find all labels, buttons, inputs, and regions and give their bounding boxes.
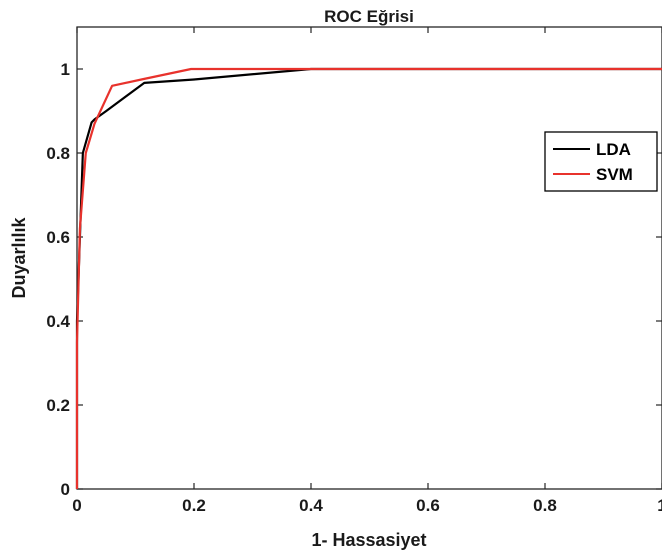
plot-area [76, 26, 662, 490]
x-tick-label: 0 [72, 496, 81, 515]
legend-label-svm: SVM [596, 165, 633, 184]
x-tick-label: 1 [657, 496, 662, 515]
series-line-svm [75, 67, 662, 489]
plot-frame [76, 26, 662, 490]
x-tick-label: 0.6 [416, 496, 440, 515]
x-tick-label: 0.2 [182, 496, 206, 515]
y-tick-label: 0.8 [46, 144, 70, 163]
y-tick-label: 0.4 [46, 312, 70, 331]
y-tick-label: 1 [61, 60, 70, 79]
y-tick-label: 0.2 [46, 396, 70, 415]
y-axis-title: Duyarlılık [9, 216, 29, 298]
y-tick-label: 0.6 [46, 228, 70, 247]
x-axis-ticks: 0 0.2 0.4 0.6 0.8 1 [72, 27, 662, 515]
legend-label-lda: LDA [596, 140, 631, 159]
series-layer [75, 67, 662, 489]
y-tick-label: 0 [61, 480, 70, 499]
x-tick-label: 0.4 [299, 496, 323, 515]
legend-box [544, 131, 658, 192]
chart-title: ROC Eğrisi [324, 7, 414, 26]
legend: LDA SVM [544, 131, 658, 192]
y-axis-ticks: 0 0.2 0.4 0.6 0.8 1 [46, 60, 662, 499]
x-axis-title: 1- Hassasiyet [311, 530, 426, 550]
x-tick-label: 0.8 [533, 496, 557, 515]
